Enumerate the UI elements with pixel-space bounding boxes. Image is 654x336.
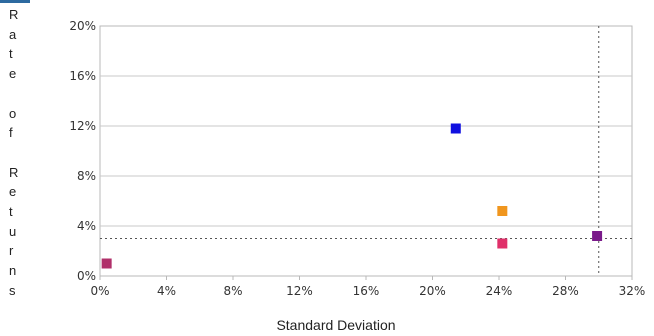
data-point xyxy=(450,123,461,134)
y-axis-label-letter: t xyxy=(9,204,13,219)
y-tick-label: 16% xyxy=(69,69,96,83)
y-axis-label-letter: f xyxy=(9,125,13,141)
y-tick-label: 20% xyxy=(69,19,96,33)
y-tick-label: 12% xyxy=(69,119,96,133)
x-tick-label: 4% xyxy=(157,284,176,298)
y-axis-label-letter: e xyxy=(9,184,17,200)
y-axis-label-letter: u xyxy=(9,223,17,239)
x-axis-label: Standard Deviation xyxy=(276,317,395,333)
x-tick-label: 28% xyxy=(552,284,579,298)
data-point xyxy=(497,238,508,249)
y-axis-label-accent xyxy=(0,0,30,3)
x-tick-label: 8% xyxy=(223,284,242,298)
x-tick-label: 24% xyxy=(486,284,513,298)
y-axis-label-letter: s xyxy=(9,282,16,298)
y-axis-label-letter: t xyxy=(9,46,13,62)
x-tick-label: 20% xyxy=(419,284,446,298)
x-tick-label: 0% xyxy=(90,284,109,298)
y-axis-label-letter: R xyxy=(9,164,19,180)
data-point xyxy=(497,206,508,216)
data-point xyxy=(101,258,112,269)
x-tick-label: 12% xyxy=(286,284,313,298)
y-axis-label-letter: r xyxy=(9,243,14,259)
y-tick-label: 8% xyxy=(77,169,96,183)
y-tick-label: 0% xyxy=(77,269,96,283)
x-tick-label: 32% xyxy=(619,284,646,298)
y-axis-label-letter: n xyxy=(9,263,17,279)
y-axis-label-letter: o xyxy=(9,105,17,121)
data-point xyxy=(592,231,603,241)
y-axis-label-letter: e xyxy=(9,66,17,82)
y-tick-label: 4% xyxy=(77,219,96,233)
y-axis-label-letter: a xyxy=(9,26,17,42)
y-axis-label-letter: R xyxy=(9,7,19,22)
x-tick-label: 16% xyxy=(353,284,380,298)
